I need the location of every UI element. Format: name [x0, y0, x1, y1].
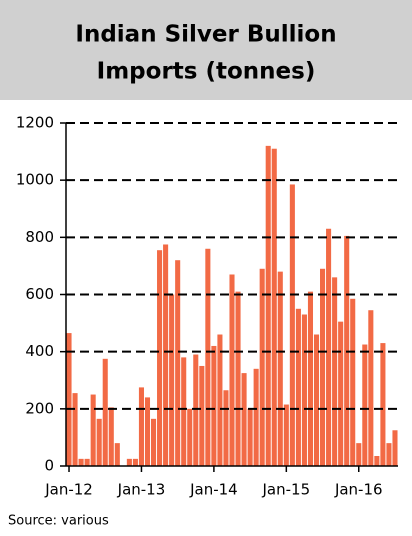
y-tick-label: 800	[25, 228, 54, 246]
bar	[114, 443, 120, 466]
bar	[235, 291, 241, 466]
bar	[108, 407, 114, 466]
bar	[332, 277, 338, 466]
bar	[313, 334, 320, 466]
bar	[362, 344, 368, 466]
bar	[169, 294, 175, 466]
bar	[386, 443, 392, 466]
bar	[326, 228, 332, 466]
bar	[90, 394, 96, 466]
bar	[320, 268, 326, 466]
x-tick-label: Jan-16	[334, 481, 383, 499]
bar	[199, 365, 205, 466]
y-tick-label: 1000	[16, 171, 54, 189]
bar	[229, 274, 235, 466]
bar	[187, 408, 193, 466]
bar	[66, 333, 72, 466]
bar	[211, 345, 217, 466]
bar	[283, 404, 289, 466]
bar	[265, 145, 271, 466]
bar	[253, 368, 259, 466]
bar	[102, 358, 108, 466]
bar	[138, 387, 144, 466]
bar	[132, 458, 138, 466]
bar	[259, 268, 265, 466]
x-tick-label: Jan-15	[262, 481, 311, 499]
bar	[150, 418, 157, 466]
bar	[223, 390, 229, 466]
bar	[350, 298, 356, 466]
y-tick-label: 200	[25, 399, 54, 417]
bar	[338, 321, 344, 466]
bar	[163, 244, 169, 466]
bar	[217, 334, 223, 466]
x-tick-label: Jan-14	[189, 481, 238, 499]
bar	[374, 455, 380, 466]
x-tick-label: Jan-12	[44, 481, 93, 499]
bar	[277, 271, 283, 466]
bar	[289, 184, 295, 466]
bar	[84, 458, 90, 466]
bar	[175, 260, 181, 466]
bar	[181, 357, 187, 466]
bar	[295, 308, 301, 466]
bar	[72, 393, 78, 466]
bar	[247, 408, 253, 466]
y-tick-label: 400	[25, 342, 54, 360]
bar	[144, 397, 151, 466]
bar	[193, 354, 199, 466]
x-tick-label: Jan-13	[117, 481, 166, 499]
bar	[126, 458, 132, 466]
bar	[301, 314, 307, 466]
bar	[96, 418, 102, 466]
y-tick-label: 0	[44, 457, 54, 475]
bar	[78, 458, 84, 466]
source: Source: various	[8, 514, 109, 529]
y-tick-label: 1200	[16, 114, 54, 132]
bar	[157, 250, 163, 466]
bar	[271, 148, 277, 466]
bar	[205, 248, 211, 466]
y-tick-label: 600	[25, 285, 54, 303]
bar	[307, 291, 314, 466]
title-box	[0, 0, 412, 100]
bar	[241, 373, 247, 466]
chart-title: Indian Silver Bullion	[75, 22, 336, 48]
bar	[380, 343, 386, 466]
bar	[356, 443, 362, 466]
chart-title: Imports (tonnes)	[97, 59, 316, 85]
bar	[368, 310, 374, 466]
bar	[392, 430, 398, 466]
